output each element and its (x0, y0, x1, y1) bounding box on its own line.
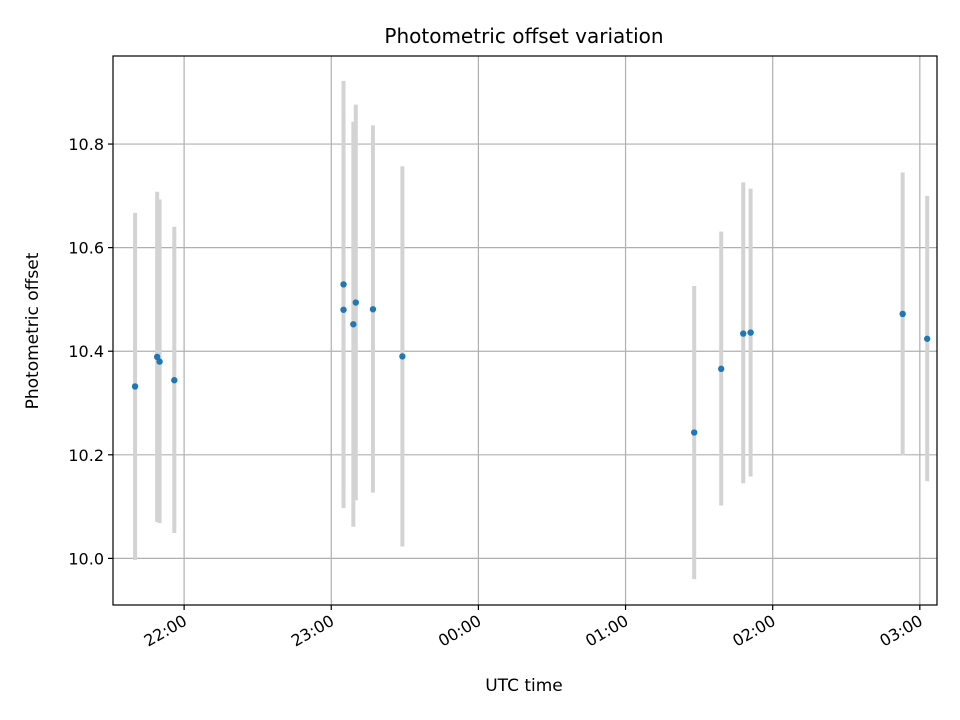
data-point (171, 377, 178, 384)
chart-title: Photometric offset variation (384, 24, 663, 48)
data-point (691, 429, 698, 436)
y-tick-label: 10.4 (68, 342, 104, 361)
data-points (131, 281, 931, 436)
x-tick-label: 03:00 (876, 611, 925, 651)
plot-frame (112, 55, 938, 606)
grid (113, 56, 937, 605)
data-point (131, 383, 139, 390)
data-point (369, 306, 377, 313)
data-point (156, 358, 163, 365)
y-tick-label: 10.6 (68, 239, 104, 258)
y-tick-label: 10.0 (68, 549, 104, 568)
data-point (923, 335, 931, 342)
data-point (740, 330, 747, 337)
x-tick-label: 02:00 (729, 611, 778, 651)
data-point (340, 281, 347, 288)
x-tick-label: 23:00 (288, 611, 337, 651)
x-axis-ticks: 22:00 23:00 00:00 01:00 02:00 03:00 (141, 605, 926, 651)
data-point (340, 306, 347, 313)
x-axis-label: UTC time (485, 676, 563, 696)
y-axis-label: Photometric offset (23, 252, 43, 409)
y-tick-label: 10.2 (68, 446, 104, 465)
x-tick-label: 22:00 (141, 611, 190, 651)
data-point (399, 353, 406, 360)
y-tick-label: 10.8 (68, 135, 104, 154)
data-point (352, 299, 359, 306)
y-axis-ticks: 10.0 10.2 10.4 10.6 10.8 (68, 135, 113, 568)
data-point (899, 310, 906, 318)
x-tick-label: 00:00 (435, 611, 484, 651)
error-bars (133, 80, 930, 580)
data-point (747, 329, 754, 336)
x-tick-label: 01:00 (582, 611, 631, 651)
data-point (350, 321, 357, 328)
data-point (717, 365, 725, 373)
